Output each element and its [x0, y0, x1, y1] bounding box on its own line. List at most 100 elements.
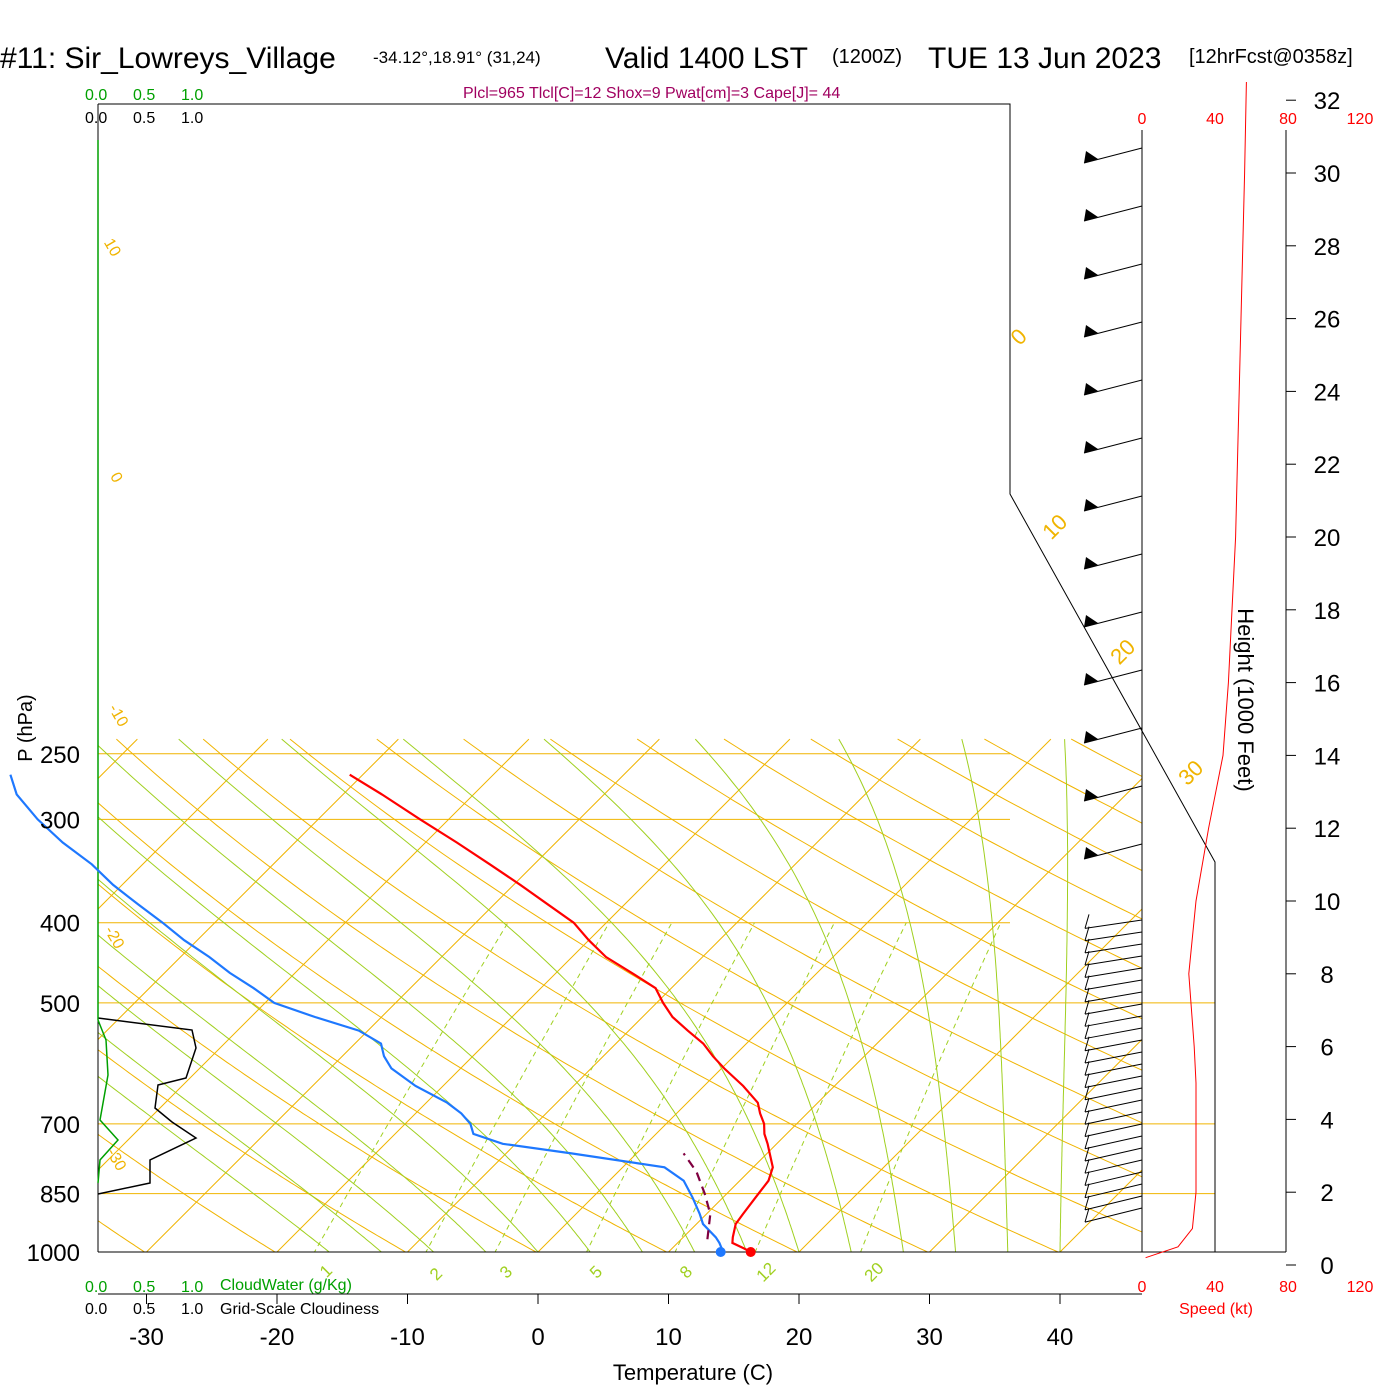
station-coords: -34.12°,18.91° (31,24) — [373, 48, 541, 67]
wind-barb-staff — [1083, 843, 1143, 860]
wind-barb-flag — [1084, 325, 1098, 337]
y-tick-label: 300 — [40, 807, 80, 834]
height-tick-label: 14 — [1314, 743, 1341, 770]
y-tick-label: 500 — [40, 991, 80, 1018]
isotherm-line — [98, 738, 530, 1252]
x-tick-label: 0 — [531, 1324, 544, 1351]
speed-tick-label-bottom: 120 — [1347, 1279, 1374, 1296]
dry-adiabat-line — [98, 738, 702, 1252]
height-tick-label: 12 — [1314, 816, 1341, 843]
wind-barb-feather — [1084, 914, 1090, 929]
moist-adiabat-line — [1059, 739, 1069, 1252]
dry-adiabat-line — [463, 738, 1142, 1252]
wind-barb-flag — [1084, 557, 1098, 569]
speed-tick-label-bottom: 40 — [1206, 1279, 1224, 1296]
wind-barb-feather — [1084, 1097, 1090, 1113]
pressure-axis: 250 300 400 500 700 850 1000 — [27, 742, 80, 1267]
height-tick-label: 16 — [1314, 671, 1341, 698]
wind-barbs — [1083, 147, 1143, 1223]
isotherm-label: 10 — [1037, 509, 1072, 544]
wind-barb-staff — [1084, 1183, 1143, 1199]
wind-barb-staff — [1083, 785, 1143, 802]
isotherm-line — [781, 738, 1142, 1252]
wind-barb-staff — [1084, 1003, 1143, 1015]
dry-adiabat-line — [116, 738, 966, 1252]
temperature-line — [349, 773, 774, 1253]
wind-barb-flag — [1084, 441, 1098, 453]
mixing-ratio-label: 20 — [861, 1259, 888, 1286]
mixing-ratio-label: 5 — [586, 1262, 606, 1282]
isotherm-label: 0 — [1006, 324, 1032, 350]
station-title: #11: Sir_Lowreys_Village — [0, 42, 336, 75]
wind-barb-staff — [1084, 1087, 1143, 1101]
wind-barb-flag — [1084, 673, 1098, 685]
cloudwater-profile — [97, 140, 120, 1184]
wind-barb-staff — [1083, 727, 1143, 744]
dry-adiabat-label: 0 — [106, 470, 125, 486]
height-tick-label: 26 — [1314, 307, 1341, 334]
wind-barb-staff — [1084, 1063, 1143, 1076]
valid-utc: (1200Z) — [832, 46, 902, 68]
moist-adiabat-line — [98, 738, 504, 1252]
wind-barb-staff — [1084, 1123, 1143, 1137]
dry-adiabat-label: -30 — [103, 1145, 129, 1174]
mixing-ratio-line — [747, 922, 907, 1252]
mixing-ratio-line — [416, 922, 610, 1252]
wind-barb-staff — [1083, 553, 1143, 570]
y-tick-label: 250 — [40, 742, 80, 769]
dry-adiabat-line — [98, 738, 305, 1252]
dry-adiabat-line — [98, 738, 172, 1252]
dry-adiabat-label: -20 — [101, 923, 127, 952]
x-tick-label: 30 — [916, 1324, 943, 1351]
temperature-surface-point — [745, 1247, 756, 1257]
wind-barb-feather — [1084, 1208, 1090, 1223]
wind-barb-feather — [1084, 1036, 1090, 1051]
wind-barb-flag — [1084, 499, 1098, 511]
wind-barb-staff — [1083, 263, 1143, 280]
y-tick-label: 700 — [40, 1112, 80, 1139]
y-tick-label: 850 — [40, 1182, 80, 1209]
wind-barb-staff — [1084, 1015, 1143, 1027]
wind-barb-flag — [1084, 615, 1098, 627]
sounding-indices: Plcl=965 Tlcl[C]=12 Shox=9 Pwat[cm]=3 Ca… — [463, 85, 840, 102]
height-tick-label: 20 — [1314, 525, 1341, 552]
speed-tick-label-top: 120 — [1347, 111, 1374, 128]
wind-barb-staff — [1084, 931, 1143, 942]
x-tick-label: 20 — [786, 1324, 813, 1351]
cloudiness-scale-top: 0.0 0.5 1.0 — [85, 110, 203, 127]
dry-adiabat-label: -10 — [105, 701, 131, 730]
speed-tick-label-bottom: 80 — [1279, 1279, 1297, 1296]
x-tick-label: -20 — [260, 1324, 295, 1351]
isotherm-lines — [98, 738, 1142, 1252]
mixing-ratio-label: 12 — [753, 1259, 780, 1286]
speed-tick-label-bottom: 0 — [1138, 1279, 1147, 1296]
wind-barb-staff — [1083, 205, 1143, 222]
wind-barb-feather — [1084, 963, 1090, 978]
valid-time: Valid 1400 LST — [605, 42, 808, 75]
dry-adiabat-label: 10 — [100, 236, 124, 260]
wind-barb-staff — [1083, 495, 1143, 512]
wind-barb-staff — [1084, 1027, 1143, 1040]
cloudwater-tick: 1.0 — [181, 87, 203, 104]
wind-barb-staff — [1084, 1147, 1143, 1162]
moist-adiabat-line — [98, 738, 654, 1252]
x-tick-label: 40 — [1047, 1324, 1074, 1351]
x-tick-label: -10 — [390, 1324, 425, 1351]
wind-barb-staff — [1083, 321, 1143, 338]
x-axis-title: Temperature (C) — [613, 1360, 773, 1385]
cloudwater-tick: 0.5 — [133, 87, 155, 104]
height-tick-label: 2 — [1320, 1180, 1333, 1207]
wind-barb-staff — [1084, 1207, 1143, 1223]
cloudwater-tick: 0.5 — [133, 1279, 155, 1296]
mixing-ratio-label: 3 — [496, 1262, 516, 1282]
cloudiness-label: Grid-Scale Cloudiness — [220, 1301, 379, 1318]
isotherm-line — [259, 738, 791, 1252]
moist-adiabat-line — [402, 738, 805, 1252]
dry-adiabat-line — [289, 738, 1142, 1252]
wind-barb-staff — [1084, 955, 1143, 966]
cloudiness-tick: 0.5 — [133, 1301, 155, 1318]
plot-frame — [98, 103, 1216, 1253]
cloudiness-tick: 0.5 — [133, 110, 155, 127]
wind-barb-feather — [1084, 975, 1090, 990]
